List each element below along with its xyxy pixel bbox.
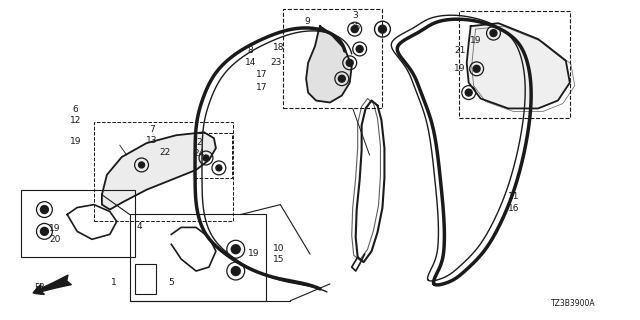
Text: 24: 24 — [194, 149, 205, 158]
Text: 20: 20 — [49, 236, 61, 244]
Text: 21: 21 — [454, 46, 465, 55]
Text: 4: 4 — [136, 222, 142, 231]
Circle shape — [378, 25, 387, 33]
Polygon shape — [467, 23, 570, 108]
Circle shape — [231, 245, 240, 254]
Text: 19: 19 — [70, 137, 81, 146]
Text: 12: 12 — [70, 116, 81, 125]
Text: 19: 19 — [454, 64, 465, 73]
Circle shape — [465, 89, 472, 96]
Text: 19: 19 — [470, 36, 481, 44]
Circle shape — [40, 228, 49, 235]
Text: 17: 17 — [256, 70, 268, 79]
Text: 19: 19 — [49, 224, 61, 233]
Text: 9: 9 — [305, 17, 310, 26]
Text: 25: 25 — [349, 23, 360, 32]
Text: 10: 10 — [273, 244, 285, 253]
Text: TZ3B3900A: TZ3B3900A — [552, 299, 596, 308]
Text: 13: 13 — [146, 136, 157, 146]
Circle shape — [339, 75, 345, 82]
Text: 3: 3 — [352, 11, 358, 20]
Text: 8: 8 — [247, 46, 253, 55]
Circle shape — [490, 30, 497, 36]
Circle shape — [473, 65, 480, 72]
Text: 22: 22 — [159, 148, 170, 156]
Circle shape — [231, 267, 240, 276]
Text: 18: 18 — [273, 43, 285, 52]
Circle shape — [351, 26, 358, 33]
Circle shape — [40, 206, 49, 213]
Text: 1: 1 — [111, 278, 116, 287]
Text: 15: 15 — [273, 255, 285, 264]
Text: 2: 2 — [196, 138, 202, 147]
Text: 6: 6 — [73, 105, 79, 114]
Text: 16: 16 — [508, 204, 519, 213]
Text: 17: 17 — [256, 83, 268, 92]
Text: 11: 11 — [508, 192, 519, 201]
Circle shape — [203, 155, 209, 161]
Polygon shape — [102, 132, 216, 210]
Text: 19: 19 — [248, 249, 259, 258]
Text: 5: 5 — [168, 278, 174, 287]
Circle shape — [139, 162, 145, 168]
Circle shape — [346, 60, 353, 66]
Text: 14: 14 — [244, 58, 256, 67]
Polygon shape — [306, 26, 352, 102]
Text: 23: 23 — [270, 58, 281, 67]
Text: FR.: FR. — [35, 283, 47, 292]
Circle shape — [356, 45, 363, 52]
Text: 7: 7 — [149, 125, 155, 134]
Circle shape — [216, 165, 222, 171]
